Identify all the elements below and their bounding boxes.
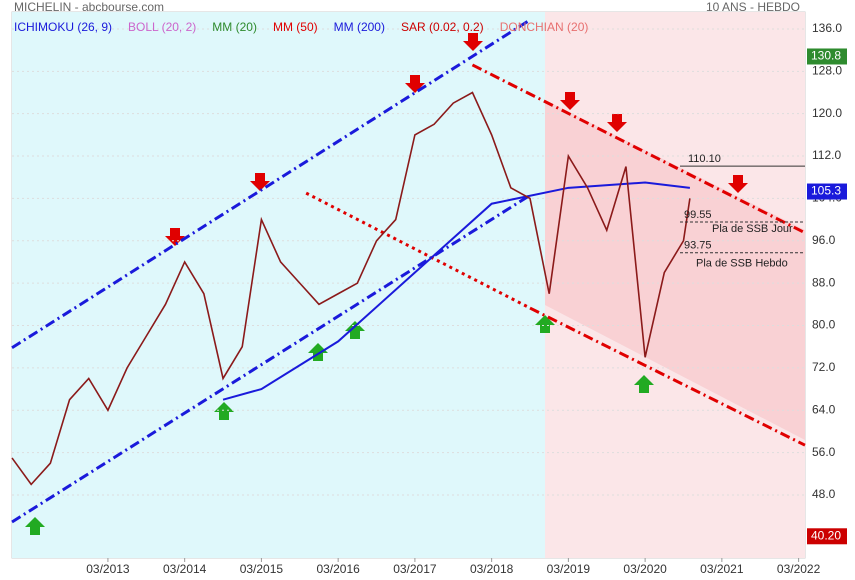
legend-item: MM (200) <box>334 20 385 34</box>
y-tick-label: 128.0 <box>812 63 842 77</box>
sell-arrow <box>165 228 185 246</box>
buy-arrow <box>535 315 555 333</box>
price-tag <box>807 48 847 65</box>
x-tick-label: 03/2018 <box>470 562 514 576</box>
sar-arrows <box>25 33 748 535</box>
x-tick-label: 03/2019 <box>547 562 591 576</box>
x-tick-label: 03/2022 <box>777 562 821 576</box>
trendline <box>11 193 531 524</box>
buy-arrow <box>214 402 234 420</box>
shade-up <box>12 12 545 558</box>
legend-item: ICHIMOKU (26, 9) <box>14 20 112 34</box>
legend-item: MM (20) <box>212 20 257 34</box>
level-label: 99.55 <box>684 209 712 221</box>
chart-title: MICHELIN - abcbourse.com <box>14 0 164 14</box>
y-tick-label: 72.0 <box>812 360 836 374</box>
x-tick-label: 03/2015 <box>240 562 284 576</box>
y-tick-label: 80.0 <box>812 318 836 332</box>
sell-arrow <box>560 92 580 110</box>
buy-arrow <box>25 517 45 535</box>
sell-arrow <box>250 173 270 191</box>
sell-arrow <box>463 33 483 51</box>
buy-arrow <box>634 375 654 393</box>
price-tag-label: 130.8 <box>811 49 841 63</box>
x-tick-label: 03/2017 <box>393 562 437 576</box>
buy-arrow <box>345 321 365 339</box>
x-tick-label: 03/2013 <box>86 562 130 576</box>
x-tick-label: 03/2021 <box>700 562 744 576</box>
level-label: 110.10 <box>688 153 721 165</box>
sell-arrow <box>607 114 627 132</box>
price-line <box>11 91 691 486</box>
ma200-line <box>222 181 691 401</box>
y-tick-label: 120.0 <box>812 106 842 120</box>
legend-item: SAR (0.02, 0.2) <box>401 20 484 34</box>
y-tick-label: 96.0 <box>812 233 836 247</box>
x-tick-label: 03/2020 <box>623 562 667 576</box>
y-tick-label: 48.0 <box>812 487 836 501</box>
sell-arrow <box>405 75 425 93</box>
trendline <box>471 63 806 235</box>
y-tick-label: 112.0 <box>812 148 841 162</box>
trendline <box>11 18 531 350</box>
price-tag-label: 105.3 <box>811 184 841 198</box>
price-tag <box>807 528 847 545</box>
y-tick-label: 64.0 <box>812 402 836 416</box>
y-tick-label: 56.0 <box>812 445 836 459</box>
price-tag <box>807 183 847 200</box>
price-tag-label: 40.20 <box>811 528 841 542</box>
level-text: Pla de SSB Jour <box>712 223 793 235</box>
sell-arrow <box>728 175 748 193</box>
level-label: 93.75 <box>684 240 712 252</box>
y-tick-label: 136.0 <box>812 21 842 35</box>
x-tick-label: 03/2016 <box>316 562 360 576</box>
level-text: Pla de SSB Hebdo <box>696 258 788 270</box>
x-tick-label: 03/2014 <box>163 562 207 576</box>
chart-subtitle: 10 ANS - HEBDO <box>706 0 800 14</box>
legend-item: MM (50) <box>273 20 318 34</box>
y-tick-label: 88.0 <box>812 275 836 289</box>
legend-item: BOLL (20, 2) <box>128 20 196 34</box>
legend-item: DONCHIAN (20) <box>500 20 589 34</box>
